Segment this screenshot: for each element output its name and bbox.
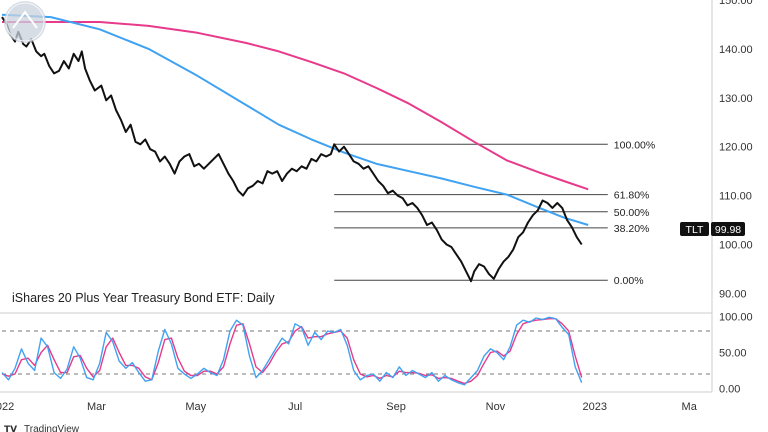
time-axis-tick: 2022 xyxy=(0,401,14,413)
time-axis-tick: Sep xyxy=(386,401,406,413)
time-axis-tick: Nov xyxy=(486,401,506,413)
oscillator-d-line xyxy=(1,318,583,385)
oscillator-pane xyxy=(1,316,712,386)
logo-badge xyxy=(4,1,46,43)
price-axis-tick: 120.00 xyxy=(719,142,753,154)
brand-footer: TV TradingView xyxy=(4,424,80,432)
time-axis-tick: Ma xyxy=(682,401,698,413)
time-axis: 2022 Mar May Jul Sep Nov 2023 Ma xyxy=(0,401,698,413)
brand-logo-icon: TV xyxy=(4,425,17,432)
price-axis-tick: 110.00 xyxy=(719,191,752,203)
brand-name: TradingView xyxy=(24,424,80,432)
ma-long-line xyxy=(2,21,589,191)
price-axis-tick: 100.00 xyxy=(719,240,753,252)
oscillator-k-line xyxy=(1,316,583,386)
price-line xyxy=(1,16,583,283)
price-axis-tick: 140.00 xyxy=(719,44,753,56)
fib-level-label: 61.80% xyxy=(614,190,650,202)
time-axis-tick: Mar xyxy=(87,401,106,413)
price-axis-tick: 130.00 xyxy=(719,93,753,105)
ma-short-line xyxy=(1,13,589,226)
fib-level-label: 100.00% xyxy=(614,139,655,151)
time-axis-tick: Jul xyxy=(288,401,302,413)
oscillator-axis-tick: 100.00 xyxy=(719,312,753,324)
fib-level-label: 38.20% xyxy=(614,223,650,235)
fib-level-label: 0.00% xyxy=(614,275,644,287)
last-price-tag-value: 99.98 xyxy=(715,224,741,236)
price-pane: 100.00% 61.80% 50.00% 38.20% 0.00% xyxy=(1,13,655,287)
last-price-tag: TLT 99.98 xyxy=(680,222,745,236)
price-axis: 90.00 100.00 110.00 120.00 130.00 140.00 150.0… xyxy=(719,0,753,395)
last-price-tag-label: TLT xyxy=(686,224,704,236)
oscillator-axis-tick: 0.00 xyxy=(719,383,740,395)
chart-title: iShares 20 Plus Year Treasury Bond ETF: … xyxy=(12,291,275,305)
price-axis-tick: 90.00 xyxy=(719,288,747,300)
fib-level-label: 50.00% xyxy=(614,207,650,219)
time-axis-tick: May xyxy=(185,401,206,413)
price-axis-tick: 150.00 xyxy=(719,0,753,7)
oscillator-axis-tick: 50.00 xyxy=(719,348,747,360)
time-axis-tick: 2023 xyxy=(583,401,607,413)
